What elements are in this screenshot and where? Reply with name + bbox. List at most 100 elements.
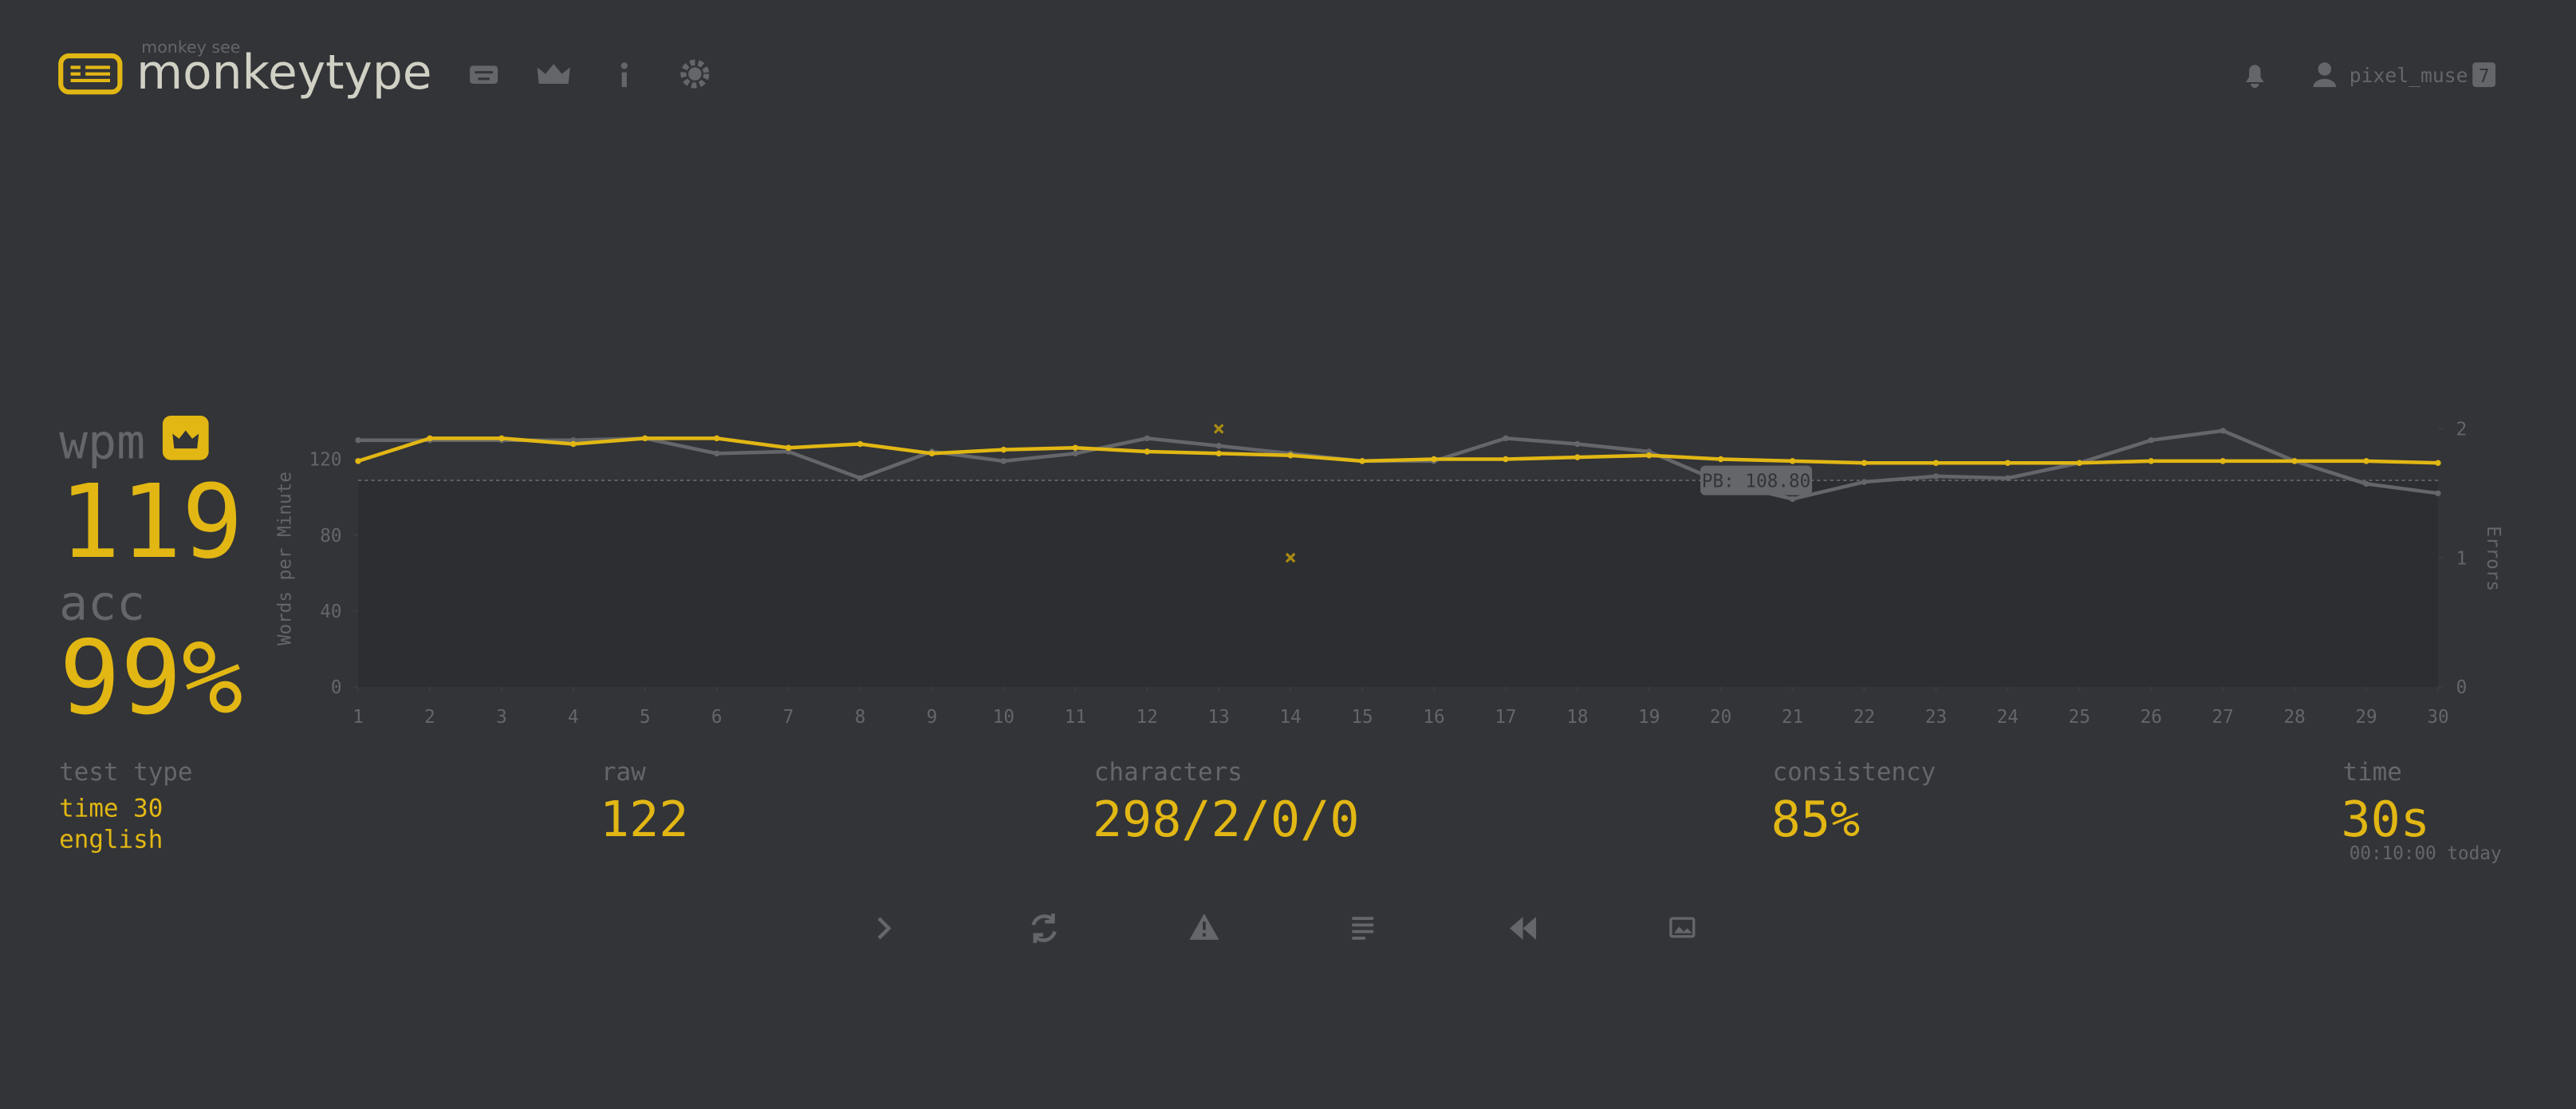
series-point xyxy=(427,435,433,442)
series-point xyxy=(1932,473,1940,480)
about-icon[interactable] xyxy=(620,62,628,88)
username: pixel_muse xyxy=(2350,64,2468,87)
stat-value: 99% xyxy=(59,619,243,738)
series-point xyxy=(1215,443,1222,449)
logo-subtitle: monkey see xyxy=(141,37,240,57)
x-tick-label: 9 xyxy=(927,707,938,728)
settings-icon[interactable] xyxy=(680,59,710,89)
series-point xyxy=(1000,458,1007,464)
logo-title: monkeytype xyxy=(136,45,432,101)
user-body xyxy=(2313,78,2337,88)
series-point xyxy=(2435,460,2441,466)
series-point xyxy=(1503,435,1509,442)
series-point xyxy=(1646,452,1652,459)
keyboard-icon[interactable] xyxy=(470,65,498,85)
y-tick-label: 0 xyxy=(331,677,342,698)
x-tick-label: 13 xyxy=(1208,707,1230,728)
pb-crown xyxy=(172,430,199,449)
x-tick-label: 4 xyxy=(568,707,579,728)
series-line xyxy=(357,436,2439,465)
icon-detail xyxy=(475,71,493,81)
series-point xyxy=(2076,460,2083,466)
account[interactable]: pixel_muse 7 xyxy=(2313,62,2496,88)
series-point xyxy=(1144,448,1150,455)
series-point xyxy=(355,437,361,444)
series-point xyxy=(1789,495,1796,503)
next-test-button[interactable] xyxy=(877,917,892,940)
x-tick-label: 25 xyxy=(2069,707,2090,728)
icon-bar xyxy=(621,72,627,88)
series-point xyxy=(1789,458,1796,464)
x-tick-label: 3 xyxy=(496,707,507,728)
series-point xyxy=(642,435,648,442)
series-point xyxy=(1574,440,1581,448)
series-point xyxy=(1072,450,1079,457)
series-point xyxy=(1503,456,1509,463)
x-tick-label: 16 xyxy=(1423,707,1444,728)
icon-picture xyxy=(1674,926,1692,933)
series-point xyxy=(2220,428,2226,434)
x-tick-label: 12 xyxy=(1136,707,1158,728)
series-point xyxy=(1215,450,1222,457)
series-point xyxy=(2363,458,2369,464)
stat-label: characters xyxy=(1094,758,1243,787)
y2-axis-label: Errors xyxy=(2483,526,2503,591)
x-tick-label: 22 xyxy=(1853,707,1875,728)
error-mark xyxy=(1213,424,1224,434)
series-point xyxy=(1072,444,1079,451)
plot-shade xyxy=(358,480,2438,687)
level-badge xyxy=(2472,62,2496,88)
stat-label: acc xyxy=(59,576,145,631)
replay-button[interactable] xyxy=(1510,917,1537,940)
x-tick-label: 6 xyxy=(711,707,723,728)
y-tick-label: 120 xyxy=(309,450,342,471)
stat-value: 85% xyxy=(1771,791,1861,848)
x-tick-label: 20 xyxy=(1710,707,1731,728)
x-tick-label: 1 xyxy=(353,707,364,728)
series-point xyxy=(785,444,792,451)
logo[interactable]: monkey see monkeytype xyxy=(58,37,432,101)
report-button[interactable] xyxy=(1189,913,1219,940)
y-tick-label: 80 xyxy=(320,526,341,547)
x-tick-label: 2 xyxy=(424,707,435,728)
error-mark xyxy=(1285,552,1296,563)
restart-button[interactable] xyxy=(1031,913,1057,944)
series-point xyxy=(1932,460,1940,466)
stat-label: time xyxy=(2342,758,2401,787)
x-tick-label: 18 xyxy=(1566,707,1588,728)
series-point xyxy=(1000,446,1007,453)
pb-label-box xyxy=(1700,465,1813,495)
y-tick-label: 40 xyxy=(320,602,341,622)
x-tick-label: 27 xyxy=(2212,707,2234,728)
stat-line: english xyxy=(59,826,163,854)
level: 7 xyxy=(2479,66,2490,87)
series-point xyxy=(1861,479,1868,485)
x-tick-label: 24 xyxy=(1997,707,2019,728)
screenshot-button[interactable] xyxy=(1669,917,1696,938)
icon-gear xyxy=(680,59,710,89)
icon-frame xyxy=(1669,917,1696,938)
x-tick-label: 8 xyxy=(855,707,866,728)
pb-label: PB: 108.80 xyxy=(1702,471,1810,491)
x-tick-label: 14 xyxy=(1279,707,1301,728)
x-tick-label: 21 xyxy=(1782,707,1803,728)
y-axis-label: Words per Minute xyxy=(275,472,296,645)
stat-label: test type xyxy=(59,758,192,787)
notifications-icon[interactable] xyxy=(2245,65,2264,89)
x-tick-label: 11 xyxy=(1065,707,1086,728)
series-point xyxy=(570,440,577,448)
stat-note: 00:10:00 today xyxy=(2350,843,2502,864)
leaderboard-icon[interactable] xyxy=(537,64,570,85)
stat-value: 122 xyxy=(600,791,689,848)
series-point xyxy=(2363,480,2369,487)
series-point xyxy=(1861,460,1868,466)
series-point xyxy=(2291,458,2298,464)
stat-value: 30s xyxy=(2341,791,2430,848)
word-history-button[interactable] xyxy=(1352,917,1374,940)
series-point xyxy=(498,435,505,442)
series-point xyxy=(928,450,935,457)
series-point xyxy=(1144,435,1150,442)
x-tick-label: 5 xyxy=(640,707,651,728)
